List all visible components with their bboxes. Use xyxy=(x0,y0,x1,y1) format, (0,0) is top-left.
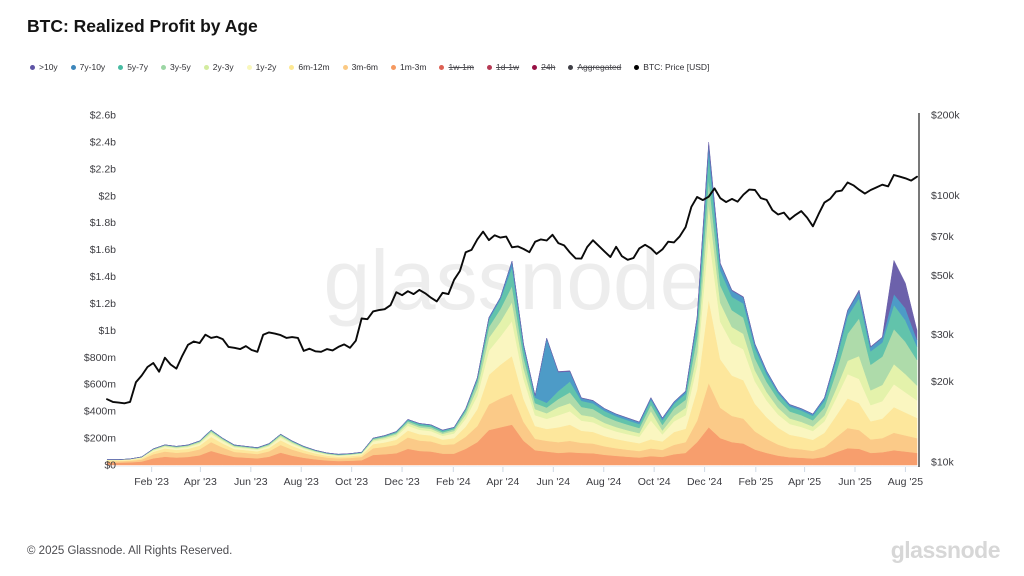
legend-item-aggregated[interactable]: Aggregated xyxy=(568,62,621,72)
legend-label: BTC: Price [USD] xyxy=(643,62,710,72)
x-axis-label: Oct '23 xyxy=(335,476,368,488)
legend-dot xyxy=(439,64,445,70)
legend-label: 3y-5y xyxy=(169,62,191,72)
legend-label: 1d-1w xyxy=(495,62,520,72)
x-axis-label: Jun '24 xyxy=(537,476,571,488)
legend-label: 1y-2y xyxy=(255,62,277,72)
brand-wordmark: glassnode xyxy=(890,537,1001,563)
y-axis-right-label: $20k xyxy=(931,376,955,388)
x-axis-label: Apr '25 xyxy=(788,476,821,488)
legend-label: 3m-6m xyxy=(351,62,379,72)
legend-dot xyxy=(486,64,492,70)
x-axis-label: Apr '24 xyxy=(486,476,519,488)
legend-item-1w-1m[interactable]: 1w-1m xyxy=(439,62,474,72)
legend-item-24h[interactable]: 24h xyxy=(532,62,555,72)
x-axis-label: Oct '24 xyxy=(638,476,671,488)
legend-item-6m-12m[interactable]: 6m-12m xyxy=(289,62,330,72)
y-axis-left-label: $600m xyxy=(84,379,116,391)
y-axis-left-label: $1.4b xyxy=(90,271,116,283)
legend-label: 5y-7y xyxy=(127,62,148,72)
legend-label: 7y-10y xyxy=(79,62,106,72)
x-axis-label: Dec '23 xyxy=(384,476,419,488)
legend-dot xyxy=(118,64,124,70)
y-axis-left-label: $0 xyxy=(104,460,116,472)
y-axis-left-label: $200m xyxy=(84,433,116,445)
page-title: BTC: Realized Profit by Age xyxy=(27,16,258,36)
legend-dot xyxy=(70,64,76,70)
area-series->10y xyxy=(107,141,918,460)
y-axis-left-label: $1.2b xyxy=(90,298,116,310)
legend-item-3y-5y[interactable]: 3y-5y xyxy=(160,62,191,72)
y-axis-left-label: $2b xyxy=(98,190,116,202)
x-axis-label: Aug '24 xyxy=(586,476,621,488)
legend-label: 6m-12m xyxy=(298,62,330,72)
y-axis-left-label: $2.6b xyxy=(90,110,116,122)
legend-label: 1w-1m xyxy=(448,62,474,72)
y-axis-left-label: $1b xyxy=(98,325,116,337)
legend-item-1d-1w[interactable]: 1d-1w xyxy=(486,62,520,72)
legend-dot xyxy=(532,64,538,70)
x-axis-label: Apr '23 xyxy=(184,476,217,488)
y-axis-left-label: $400m xyxy=(84,406,116,418)
legend-dot xyxy=(160,64,166,70)
legend-dot xyxy=(203,64,209,70)
y-axis-left-label: $1.8b xyxy=(90,217,116,229)
y-axis-left-label: $2.2b xyxy=(90,163,116,175)
x-axis-label: Jun '25 xyxy=(838,476,872,488)
legend-dot xyxy=(30,64,35,70)
y-axis-right-label: $30k xyxy=(931,329,955,341)
legend-dot xyxy=(391,64,397,70)
x-axis-label: Feb '25 xyxy=(738,476,773,488)
x-axis-label: Feb '24 xyxy=(436,476,471,488)
legend-dot xyxy=(568,64,574,70)
legend-label: 2y-3y xyxy=(212,62,234,72)
y-axis-left-label: $2.4b xyxy=(90,136,116,148)
legend-item--10y[interactable]: >10y xyxy=(30,62,58,72)
price-line xyxy=(106,174,918,405)
legend-item-1y-2y[interactable]: 1y-2y xyxy=(246,62,277,72)
legend-label: >10y xyxy=(39,62,58,72)
y-axis-right-label: $100k xyxy=(931,190,960,202)
legend-item-1m-3m[interactable]: 1m-3m xyxy=(391,62,426,72)
y-axis-left-label: $1.6b xyxy=(90,244,116,256)
legend-label: 1m-3m xyxy=(400,62,427,72)
x-axis-label: Feb '23 xyxy=(134,476,169,488)
y-axis-right-label: $70k xyxy=(931,231,955,243)
legend-label: 24h xyxy=(541,62,556,72)
legend-dot xyxy=(342,64,348,70)
legend-item-5y-7y[interactable]: 5y-7y xyxy=(118,62,148,72)
legend-item-btc-price-usd-[interactable]: BTC: Price [USD] xyxy=(634,62,709,72)
legend-dot xyxy=(634,64,640,70)
x-axis-label: Jun '23 xyxy=(234,476,268,488)
legend-label: Aggregated xyxy=(577,62,622,72)
y-axis-left-label: $800m xyxy=(84,352,116,364)
legend-item-7y-10y[interactable]: 7y-10y xyxy=(70,62,106,72)
y-axis-right-label: $50k xyxy=(931,270,955,282)
legend: >10y 7y-10y 5y-7y 3y-5y 2y-3y 1y-2y 6m-12m 3m-6… xyxy=(30,62,709,72)
legend-item-3m-6m[interactable]: 3m-6m xyxy=(342,62,379,72)
y-axis-right-label: $200k xyxy=(931,110,960,122)
x-axis-label: Dec '24 xyxy=(687,476,722,488)
legend-dot xyxy=(289,64,295,70)
footer-copyright: © 2025 Glassnode. All Rights Reserved. xyxy=(27,545,233,557)
x-axis-label: Aug '23 xyxy=(284,476,319,488)
legend-item-2y-3y[interactable]: 2y-3y xyxy=(203,62,234,72)
x-axis-label: Aug '25 xyxy=(888,476,923,488)
y-axis-right-label: $10k xyxy=(931,456,955,468)
legend-dot xyxy=(246,64,252,70)
